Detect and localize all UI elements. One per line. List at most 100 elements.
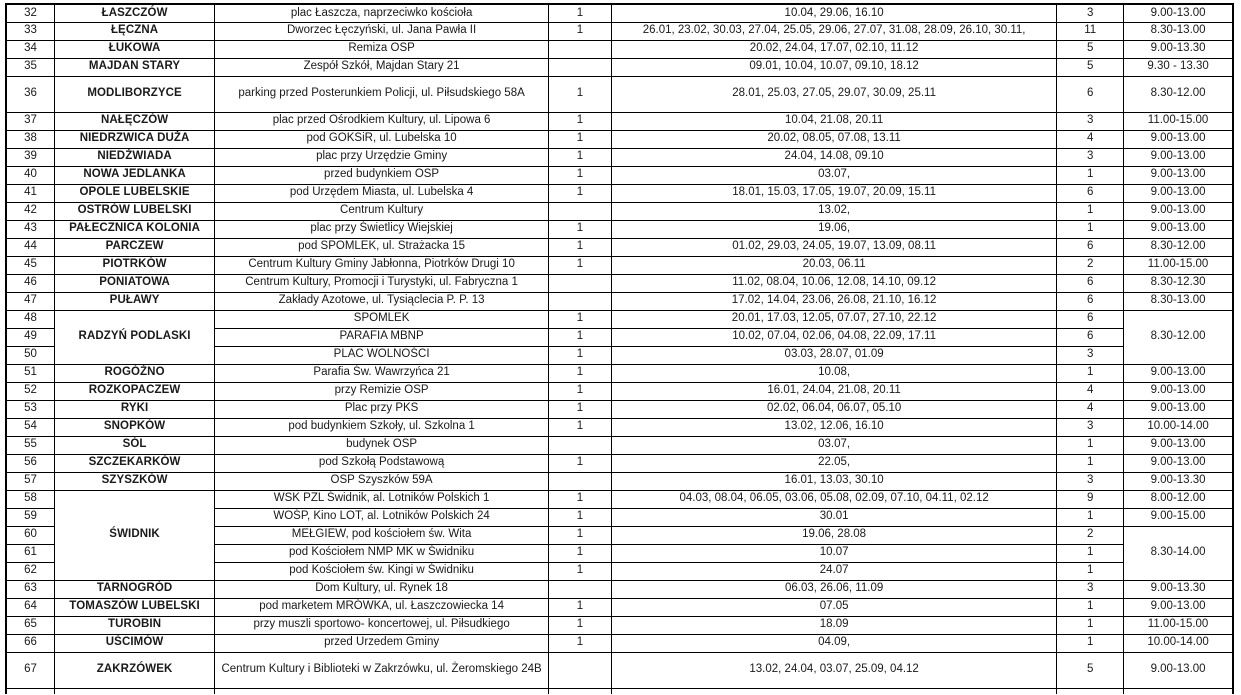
cell-row-number: 64: [5, 597, 56, 617]
cell-dates: 13.02,: [610, 201, 1058, 221]
cell-dates: 10.04, 21.08, 20.11: [610, 111, 1058, 131]
cell-count: 1: [1056, 453, 1125, 473]
cell-town-name: NOWA JEDLANKA: [54, 165, 216, 185]
cell-location: WOŚP, Kino LOT, al. Lotników Polskich 24: [214, 507, 550, 527]
cell-hours: 9.00-13.00: [1123, 201, 1234, 221]
cell-town-name: PAŁECZNICA KOLONIA: [54, 219, 216, 239]
cell-count: 3: [1056, 3, 1125, 23]
cell-flag: [548, 57, 612, 77]
cell-town-name: ŁĘCZNA: [54, 21, 216, 41]
cell-location: plac przy Świetlicy Wiejskiej: [214, 219, 550, 239]
cell-count: 1: [1056, 201, 1125, 221]
cell-row-number: 67: [5, 651, 56, 689]
cell-hours: 9.00-13.00: [1123, 129, 1234, 149]
cell-flag: 1: [548, 561, 612, 581]
schedule-table: 32 ŁASZCZÓW plac Łaszcza, naprzeciwko kośc…: [5, 3, 1234, 694]
cell-count: 1: [1056, 561, 1125, 581]
table-row: 40 NOWA JEDLANKA przed budynkiem OSP 1 03.07…: [5, 165, 1234, 185]
cell-dates: 10.04, 29.06, 16.10: [610, 3, 1058, 23]
cell-location: Zakłady Azotowe, ul. Tysiąclecia P. P. 1…: [214, 291, 550, 311]
cell-hours: 8.30-12.00: [1123, 309, 1234, 365]
cell-town-name: MAJDAN STARY: [54, 57, 216, 77]
cell-row-number: 39: [5, 147, 56, 167]
cell-town-name: TUROBIN: [54, 615, 216, 635]
cell-hours: 10.00-14.00: [1123, 417, 1234, 437]
cell-count: 9: [1056, 489, 1125, 509]
cell-count: 6: [1056, 237, 1125, 257]
cell-flag: 1: [548, 507, 612, 527]
cell-row-number: 50: [5, 345, 56, 365]
cell-flag: 1: [548, 345, 612, 365]
cell-row-number: 41: [5, 183, 56, 203]
table-row: 53 RYKI Plac przy PKS 1 02.02, 06.04, 06.07,…: [5, 399, 1234, 419]
cell-count: 3: [1056, 345, 1125, 365]
cell-location: Dworzec Łęczyński, ul. Jana Pawła II: [214, 21, 550, 41]
cell-flag: 1: [548, 111, 612, 131]
cell-count: 2: [1056, 525, 1125, 545]
table-row: 47 PUŁAWY Zakłady Azotowe, ul. Tysiąclecia…: [5, 291, 1234, 311]
table-row: 44 PARCZEW pod SPOMLEK, ul. Strażacka 15 1 0…: [5, 237, 1234, 257]
cell-count: 6: [1056, 273, 1125, 293]
cell-dates: 28.01, 25.03, 27.05, 29.07, 30.09, 25.11: [610, 75, 1058, 113]
cell-count: 4: [1056, 129, 1125, 149]
cell-flag: [548, 39, 612, 59]
cell-flag: 1: [548, 327, 612, 347]
cell-row-number: 54: [5, 417, 56, 437]
cell-flag: 1: [548, 21, 612, 41]
cell-hours: 9.00-13.00: [1123, 651, 1234, 689]
cell-dates: 11.02, 08.04, 10.06, 12.08, 14.10, 09.12: [610, 273, 1058, 293]
cell-location: OSP Szyszków 59A: [214, 471, 550, 491]
cell-flag: 1: [548, 237, 612, 257]
cell-location: Centrum Kultury: [214, 201, 550, 221]
table-row: 52 ROZKOPACZEW przy Remizie OSP 1 16.01, 24.…: [5, 381, 1234, 401]
cell-dates: 09.01, 10.04, 10.07, 09.10, 18.12: [610, 57, 1058, 77]
cell-dates: 10.07: [610, 543, 1058, 563]
cell-location: przy muszli sportowo- koncertowej, ul. P…: [214, 615, 550, 635]
cell-dates: 01.02, 29.03, 24.05, 19.07, 13.09, 08.11: [610, 237, 1058, 257]
cell-dates: 10.08,: [610, 363, 1058, 383]
cell-flag: [548, 273, 612, 293]
cell-location: plac przed Ośrodkiem Kultury, ul. Lipowa…: [214, 111, 550, 131]
cell-town-name: SÓL: [54, 435, 216, 455]
cell-row-number: 43: [5, 219, 56, 239]
cell-hours: 9.00-13.00: [1123, 453, 1234, 473]
cell-count: 3: [1056, 579, 1125, 599]
cell-town-name: ROGÓŹNO: [54, 363, 216, 383]
cell-hours: 10.00-14.00: [1123, 633, 1234, 653]
cell-flag: 1: [548, 417, 612, 437]
cell-row-number: 55: [5, 435, 56, 455]
cell-hours: 9.30 - 13.30: [1123, 57, 1234, 77]
table-row: 61 pod Kościołem NMP MK w Świdniku 1 10.07 1: [5, 543, 1233, 563]
cell-town-name: TOMASZÓW LUBELSKI: [54, 597, 216, 617]
cell-location: plac Łaszcza, naprzeciwko kościoła: [214, 3, 550, 23]
table-row: 46 PONIATOWA Centrum Kultury, Promocji i T…: [5, 273, 1234, 293]
cell-row-number: 47: [5, 291, 56, 311]
cell-hours: 9.00-13.00: [1123, 147, 1234, 167]
cell-row-number: 65: [5, 615, 56, 635]
cell-flag: [548, 471, 612, 491]
cell-dates: 02.02, 06.04, 06.07, 05.10: [610, 399, 1058, 419]
cell-count: 5: [1056, 39, 1125, 59]
cell-row-number: 57: [5, 471, 56, 491]
cell-dates: 07.05: [610, 597, 1058, 617]
cell-location: przy Remizie OSP: [214, 381, 550, 401]
cell-hours: 8.30-12.00: [1123, 237, 1234, 257]
cell-dates: 06.03, 26.06, 11.09: [610, 579, 1058, 599]
cell-dates-empty: [610, 687, 1058, 694]
cell-location: PLAC WOLNOŚCI: [214, 345, 550, 365]
cell-town-name: PARCZEW: [54, 237, 216, 257]
cell-flag: [548, 435, 612, 455]
cell-row-number: 58: [5, 489, 56, 509]
cell-dates: 13.02, 24.04, 03.07, 25.09, 04.12: [610, 651, 1058, 689]
table-row: 37 NAŁĘCZÓW plac przed Ośrodkiem Kultury, …: [5, 111, 1234, 131]
cell-hours: 8.00-12.00: [1123, 489, 1234, 509]
cell-flag: 1: [548, 633, 612, 653]
table-row: 66 UŚCIMÓW przed Urzedem Gminy 1 04.09, 1 10.0…: [5, 633, 1234, 653]
cell-location: przed Urzedem Gminy: [214, 633, 550, 653]
cell-town-name: PIOTRKÓW: [54, 255, 216, 275]
cell-hours: 9.00-13.00: [1123, 3, 1234, 23]
cell-count: 1: [1056, 615, 1125, 635]
cell-row-number: 44: [5, 237, 56, 257]
table-row: 58 ŚWIDNIK WSK PZL Świdnik, al. Lotników P…: [5, 489, 1234, 581]
